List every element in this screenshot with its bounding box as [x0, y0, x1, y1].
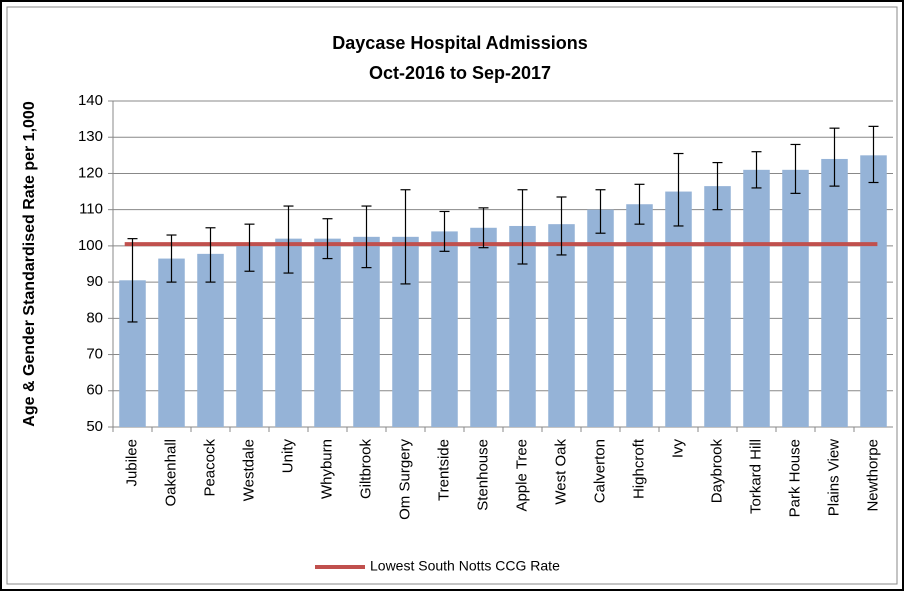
x-tick-label: Stenhouse: [474, 439, 491, 511]
bar: [626, 204, 653, 427]
y-axis-label: Age & Gender Standardised Rate per 1,000: [21, 101, 38, 427]
x-tick-label: Ivy: [669, 439, 686, 459]
bar: [470, 227, 497, 427]
x-tick-label: Westdale: [240, 439, 257, 501]
bar: [158, 258, 185, 427]
x-tick-label: Apple Tree: [513, 439, 530, 512]
bar: [197, 253, 224, 427]
x-tick-label: Oakenhall: [162, 439, 179, 507]
y-tick-label: 140: [78, 92, 103, 109]
y-tick-label: 60: [86, 382, 103, 399]
x-tick-label: Plains View: [825, 439, 842, 516]
x-tick-label: Highcroft: [630, 438, 647, 499]
y-tick-label: 110: [79, 201, 103, 218]
y-tick-label: 90: [86, 273, 103, 290]
bar: [743, 169, 770, 428]
bar: [236, 244, 263, 427]
y-tick-label: 100: [78, 237, 103, 254]
bar: [431, 231, 458, 427]
y-tick-label: 120: [78, 164, 103, 181]
bar: [314, 238, 341, 427]
x-tick-label: Giltbrook: [357, 439, 374, 500]
x-tick-label: Peacock: [201, 439, 218, 497]
x-tick-label: Calverton: [591, 439, 608, 503]
x-tick-label: Park House: [786, 439, 803, 517]
chart-subtitle: Oct-2016 to Sep-2017: [369, 63, 551, 83]
x-tick-label: Unity: [279, 439, 296, 474]
bar: [821, 158, 848, 427]
y-tick-label: 80: [86, 309, 103, 326]
legend-label: Lowest South Notts CCG Rate: [370, 558, 560, 574]
x-tick-label: Trentside: [435, 439, 452, 501]
x-tick-label: Daybrook: [708, 439, 725, 504]
bar: [665, 191, 692, 427]
chart-area-border: [6, 6, 898, 585]
x-tick-label: Jubilee: [123, 439, 140, 487]
chart-title: Daycase Hospital Admissions: [332, 33, 587, 53]
y-tick-label: 70: [86, 346, 103, 363]
bar: [860, 155, 887, 428]
x-tick-label: Om Surgery: [396, 439, 413, 520]
bar: [782, 169, 809, 428]
bar: [704, 186, 731, 427]
y-tick-label: 130: [78, 128, 103, 145]
bar: [353, 236, 380, 427]
x-tick-label: Newthorpe: [864, 439, 881, 512]
y-tick-label: 50: [86, 418, 103, 435]
x-tick-label: Torkard Hill: [747, 439, 764, 514]
bar: [548, 224, 575, 427]
x-tick-label: West Oak: [552, 439, 569, 505]
x-tick-label: Whyburn: [318, 439, 335, 499]
